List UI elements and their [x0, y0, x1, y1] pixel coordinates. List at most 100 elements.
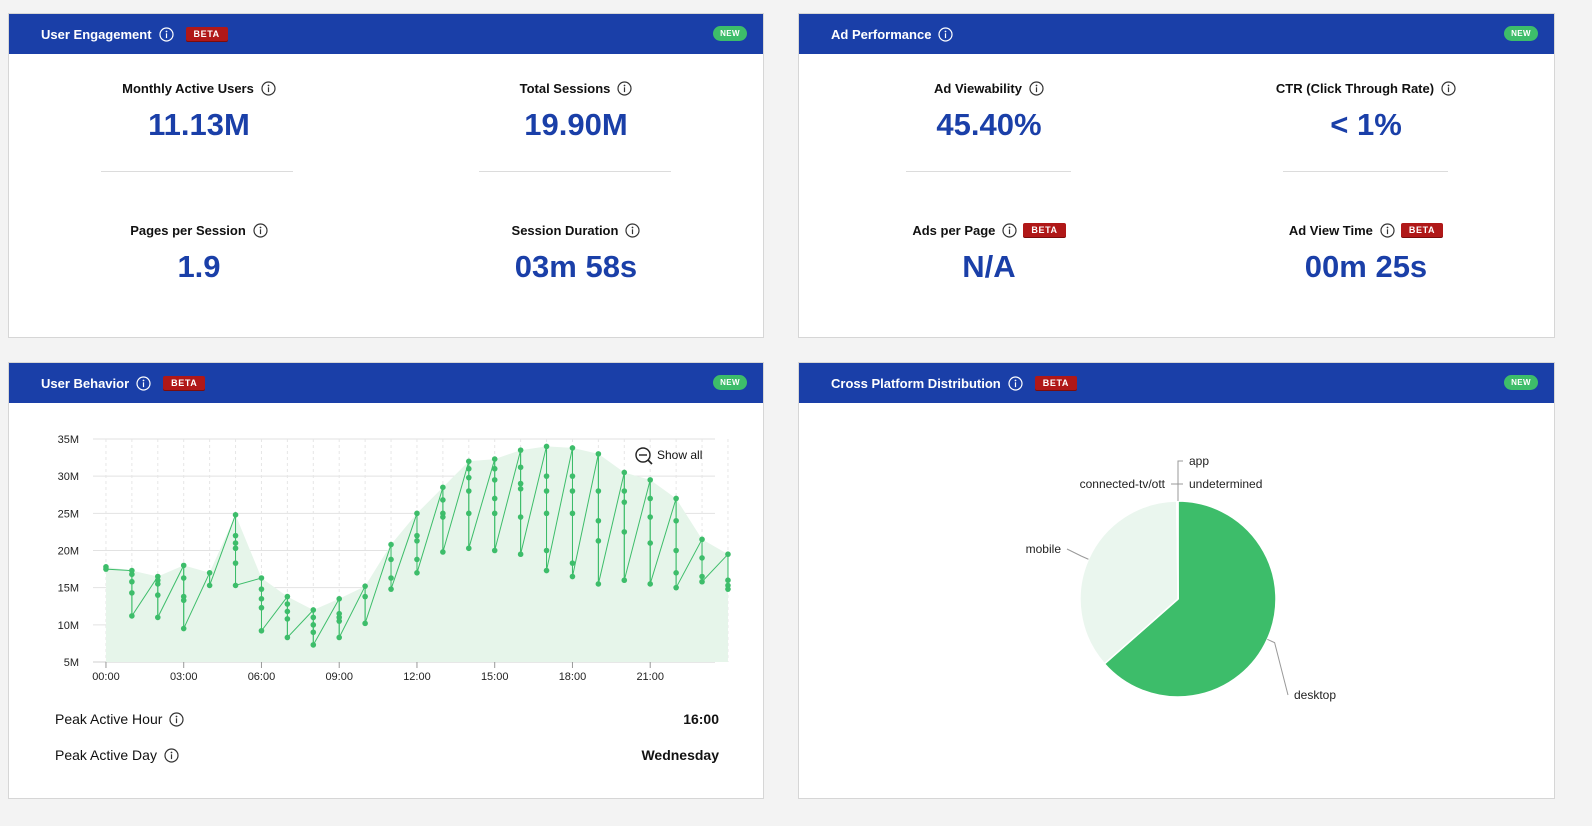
data-point[interactable] — [129, 613, 135, 619]
info-icon[interactable] — [253, 222, 268, 238]
info-icon[interactable] — [625, 222, 641, 238]
data-point[interactable] — [414, 556, 420, 563]
data-point[interactable] — [543, 473, 550, 479]
data-point[interactable] — [258, 604, 265, 611]
data-point[interactable] — [154, 614, 161, 621]
data-point[interactable] — [232, 560, 239, 566]
info-icon[interactable] — [169, 711, 184, 727]
data-point[interactable] — [336, 596, 343, 602]
data-point[interactable] — [440, 497, 446, 503]
data-point[interactable] — [414, 532, 420, 539]
data-point[interactable] — [284, 634, 291, 641]
data-point[interactable] — [310, 622, 317, 628]
data-point[interactable] — [621, 529, 628, 535]
data-point[interactable] — [517, 514, 524, 520]
data-point[interactable] — [414, 570, 420, 576]
data-point[interactable] — [362, 583, 368, 589]
data-point[interactable] — [465, 465, 472, 472]
data-point[interactable] — [232, 532, 239, 539]
data-point[interactable] — [388, 556, 394, 563]
data-point[interactable] — [569, 560, 576, 566]
data-point[interactable] — [517, 480, 524, 487]
data-point[interactable] — [621, 469, 628, 476]
data-point[interactable] — [388, 586, 394, 592]
data-point[interactable] — [569, 488, 576, 494]
zoom-out-icon[interactable] — [635, 447, 651, 463]
data-point[interactable] — [699, 573, 705, 580]
data-point[interactable] — [543, 547, 550, 554]
data-point[interactable] — [621, 488, 628, 494]
data-point[interactable] — [699, 536, 705, 543]
data-point[interactable] — [543, 567, 550, 574]
data-point[interactable] — [517, 447, 524, 453]
info-icon[interactable] — [1002, 222, 1018, 238]
data-point[interactable] — [336, 634, 343, 641]
data-point[interactable] — [284, 593, 291, 600]
info-icon[interactable] — [164, 747, 179, 763]
data-point[interactable] — [388, 541, 394, 548]
data-point[interactable] — [258, 627, 265, 634]
data-point[interactable] — [491, 510, 498, 517]
data-point[interactable] — [595, 538, 602, 544]
data-point[interactable] — [647, 540, 654, 546]
info-icon[interactable] — [1029, 80, 1044, 96]
data-point[interactable] — [129, 578, 135, 585]
data-point[interactable] — [543, 443, 550, 450]
data-point[interactable] — [595, 451, 602, 457]
info-icon[interactable] — [1008, 375, 1023, 391]
data-point[interactable] — [621, 577, 628, 584]
data-point[interactable] — [699, 578, 705, 585]
data-point[interactable] — [543, 510, 550, 517]
data-point[interactable] — [180, 562, 187, 569]
data-point[interactable] — [491, 465, 498, 472]
data-point[interactable] — [465, 458, 472, 465]
data-point[interactable] — [569, 573, 576, 580]
pie-slice-mobile[interactable] — [1079, 500, 1179, 665]
info-icon[interactable] — [158, 26, 174, 42]
data-point[interactable] — [517, 464, 524, 471]
data-point[interactable] — [569, 473, 576, 479]
data-point[interactable] — [206, 570, 213, 576]
data-point[interactable] — [517, 551, 524, 558]
data-point[interactable] — [647, 514, 654, 520]
data-point[interactable] — [673, 517, 679, 524]
data-point[interactable] — [725, 577, 731, 584]
data-point[interactable] — [465, 510, 472, 517]
info-icon[interactable] — [261, 80, 276, 96]
data-point[interactable] — [310, 629, 317, 636]
data-point[interactable] — [543, 488, 550, 494]
info-icon[interactable] — [1441, 80, 1456, 96]
data-point[interactable] — [621, 499, 628, 505]
data-point[interactable] — [310, 614, 317, 621]
data-point[interactable] — [258, 575, 265, 581]
data-point[interactable] — [647, 581, 654, 587]
data-point[interactable] — [129, 590, 135, 596]
pie-slice-desktop[interactable] — [1103, 500, 1277, 698]
data-point[interactable] — [465, 488, 472, 494]
data-point[interactable] — [595, 581, 602, 587]
data-point[interactable] — [232, 512, 239, 518]
data-point[interactable] — [647, 495, 654, 502]
data-point[interactable] — [673, 495, 679, 502]
show-all-label[interactable]: Show all — [657, 448, 702, 462]
data-point[interactable] — [284, 616, 291, 622]
data-point[interactable] — [310, 642, 317, 648]
data-point[interactable] — [647, 477, 654, 483]
data-point[interactable] — [725, 586, 731, 592]
data-point[interactable] — [440, 549, 446, 555]
info-icon[interactable] — [136, 375, 151, 391]
data-point[interactable] — [414, 538, 420, 544]
data-point[interactable] — [465, 545, 472, 552]
show-all-button[interactable]: Show all — [635, 447, 702, 465]
data-point[interactable] — [258, 586, 265, 592]
data-point[interactable] — [154, 581, 161, 587]
data-point[interactable] — [154, 592, 161, 598]
data-point[interactable] — [180, 597, 187, 604]
data-point[interactable] — [414, 510, 420, 517]
data-point[interactable] — [362, 593, 368, 600]
data-point[interactable] — [310, 607, 317, 613]
data-point[interactable] — [284, 601, 291, 607]
info-icon[interactable] — [938, 26, 954, 42]
data-point[interactable] — [517, 486, 524, 492]
info-icon[interactable] — [617, 80, 632, 96]
